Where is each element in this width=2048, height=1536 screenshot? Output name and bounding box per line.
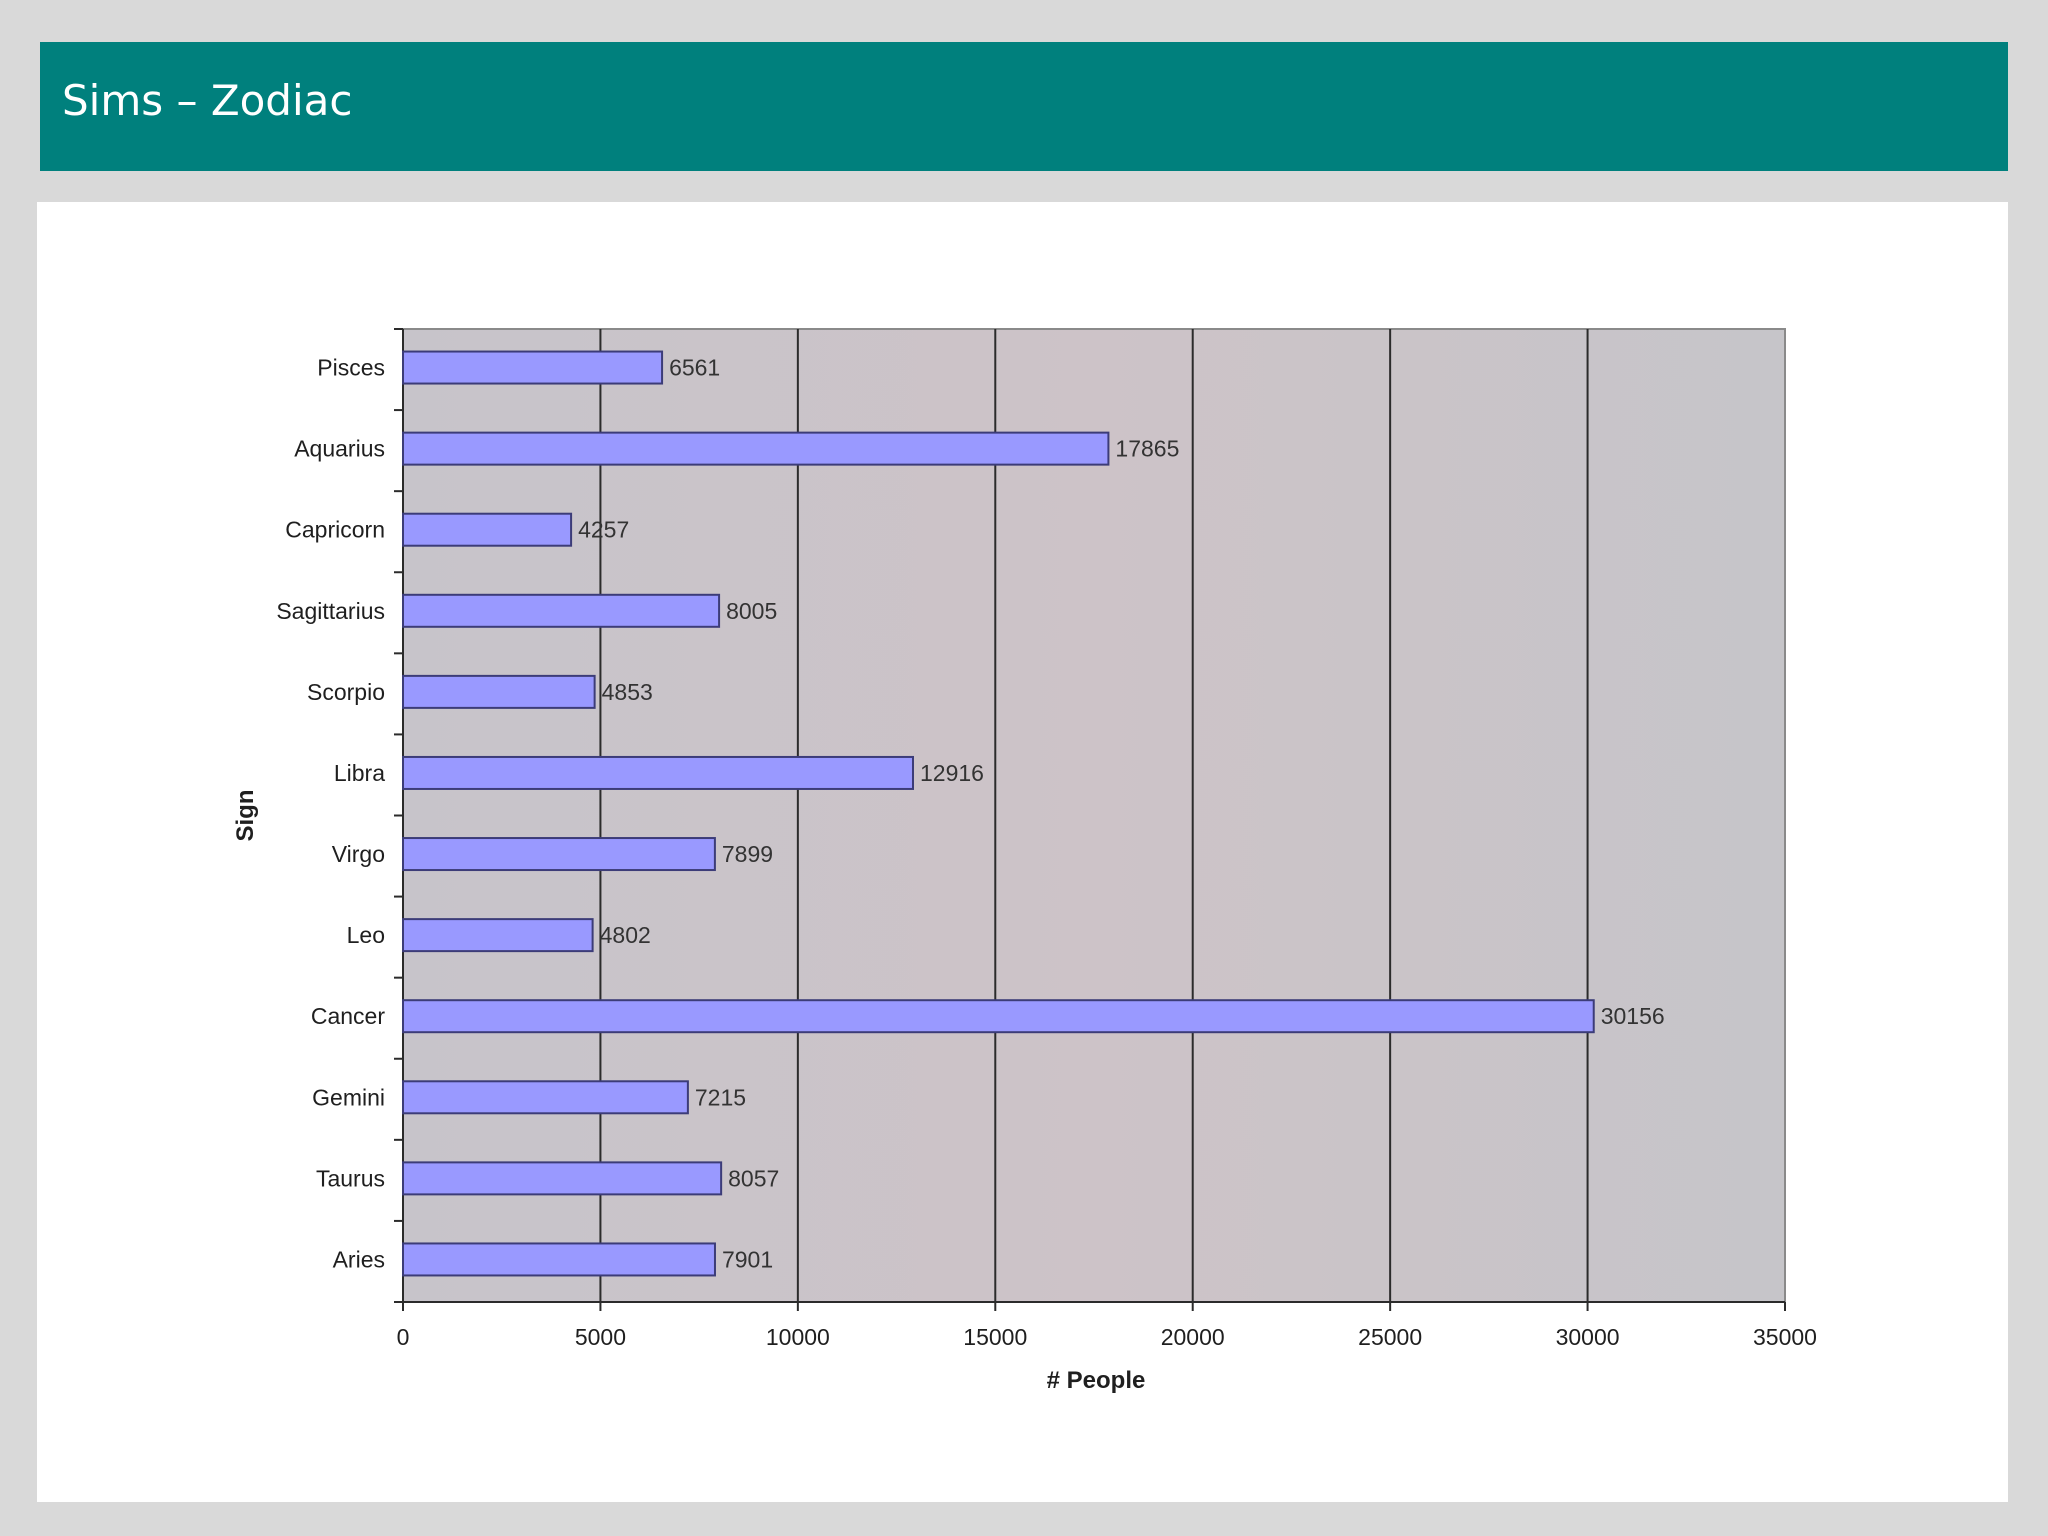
- data-label: 6561: [669, 355, 720, 381]
- plot-area: [402, 328, 1786, 1303]
- data-label: 8005: [726, 598, 777, 624]
- bar[interactable]: [402, 918, 594, 953]
- bar[interactable]: [402, 1080, 689, 1115]
- y-tick-label: Taurus: [316, 1165, 385, 1191]
- bar[interactable]: [402, 593, 721, 628]
- data-label: 7215: [695, 1084, 746, 1110]
- y-axis-title: Sign: [232, 790, 259, 842]
- x-tick-label: 25000: [1358, 1324, 1422, 1350]
- x-tick-label: 0: [397, 1324, 410, 1350]
- bar[interactable]: [402, 1161, 723, 1196]
- data-label: 17865: [1115, 436, 1179, 462]
- y-tick-label: Aries: [333, 1246, 385, 1272]
- bar[interactable]: [402, 999, 1595, 1034]
- data-label: 7899: [722, 841, 773, 867]
- y-tick-label: Cancer: [311, 1003, 385, 1029]
- bar[interactable]: [402, 350, 664, 385]
- y-tick-label: Sagittarius: [276, 598, 385, 624]
- x-tick-label: 10000: [766, 1324, 830, 1350]
- x-tick-label: 30000: [1556, 1324, 1620, 1350]
- slide-title: Sims – Zodiac: [62, 76, 353, 125]
- y-tick-label: Libra: [334, 760, 385, 786]
- bar[interactable]: [402, 431, 1110, 466]
- x-tick-label: 5000: [575, 1324, 626, 1350]
- x-tick-label: 15000: [963, 1324, 1027, 1350]
- y-tick-label: Aquarius: [294, 436, 385, 462]
- bar[interactable]: [402, 755, 914, 790]
- bar[interactable]: [402, 674, 596, 709]
- data-label: 4257: [578, 517, 629, 543]
- bar[interactable]: [402, 1242, 716, 1277]
- data-label: 8057: [728, 1165, 779, 1191]
- data-label: 4853: [602, 679, 653, 705]
- x-axis-title: # People: [1047, 1367, 1146, 1394]
- data-label: 12916: [920, 760, 984, 786]
- data-label: 4802: [600, 922, 651, 948]
- x-tick-label: 20000: [1161, 1324, 1225, 1350]
- y-tick-label: Virgo: [332, 841, 385, 867]
- y-tick-label: Leo: [347, 922, 385, 948]
- data-label: 7901: [722, 1246, 773, 1272]
- title-bar: Sims – Zodiac: [40, 42, 2008, 171]
- y-tick-label: Capricorn: [285, 517, 385, 543]
- data-label: 30156: [1601, 1003, 1665, 1029]
- y-tick-label: Scorpio: [307, 679, 385, 705]
- x-tick-label: 35000: [1753, 1324, 1817, 1350]
- y-tick-label: Gemini: [312, 1084, 385, 1110]
- y-tick-label: Pisces: [317, 355, 385, 381]
- bar[interactable]: [402, 512, 573, 547]
- bar[interactable]: [402, 837, 716, 872]
